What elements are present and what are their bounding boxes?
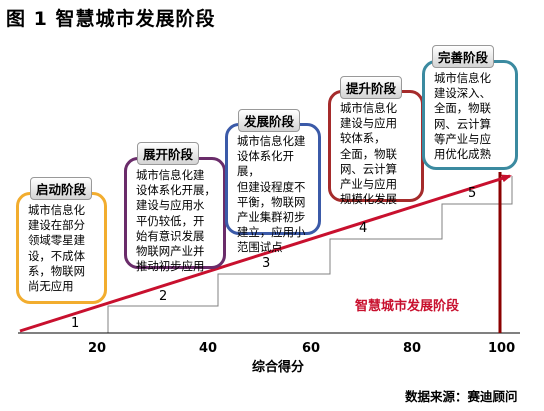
stage-1-line: 尚无应用 <box>28 279 74 294</box>
stage-4-line: 较体系， <box>340 131 386 146</box>
stage-1-line: 系，物联网 <box>28 263 85 278</box>
stage-1-line: 设，不成体 <box>28 248 85 263</box>
stage-2-line: 城市信息化建 <box>136 168 205 182</box>
stage-1-description: 城市信息化 建设在部分 领域零星建 设，不成体 系，物联网 尚无应用 <box>16 192 107 304</box>
trend-label: 智慧城市发展阶段 <box>355 299 460 314</box>
x-tick: 80 <box>403 341 422 356</box>
stage-5-line: 网、云计算 <box>434 116 491 131</box>
stage-3-line: 建立，应用小 <box>237 225 306 240</box>
stage-3-line: 产业集群初步 <box>237 210 306 225</box>
stage-5-line: 全面，物联 <box>434 101 491 116</box>
stage-3-line: 城市信息化建 <box>237 134 306 148</box>
stage-2-line: 物联网产业并 <box>136 244 205 259</box>
stage-1-label: 启动阶段 <box>30 177 93 200</box>
step-number-4: 4 <box>359 221 368 236</box>
stage-5-line: 城市信息化 <box>434 71 491 85</box>
stage-1-line: 城市信息化 <box>28 203 85 217</box>
x-tick: 40 <box>199 341 218 356</box>
x-tick: 60 <box>302 341 321 356</box>
stage-1-line: 领域零星建 <box>28 233 85 248</box>
stage-4-description: 城市信息化 建设与应用 较体系， 全面，物联 网、云计算 产业与应用 规模化发展 <box>328 90 424 206</box>
x-tick: 100 <box>488 341 516 356</box>
step-number-3: 3 <box>262 256 271 271</box>
stage-1-line: 建设在部分 <box>28 218 85 233</box>
stage-3-line: 但建设程度不 <box>237 179 306 194</box>
stage-2-line: 建设与应用水 <box>136 198 205 213</box>
stage-4-line: 建设与应用 <box>340 116 397 131</box>
stage-4-line: 全面，物联 <box>340 146 397 161</box>
step-number-2: 2 <box>159 289 168 304</box>
stage-3-line: 范围试点 <box>237 240 283 255</box>
stage-4-line: 网、云计算 <box>340 161 397 176</box>
stage-3-description: 城市信息化建 设体系化开展， 但建设程度不 平衡，物联网 产业集群初步 建立，应… <box>225 123 321 254</box>
stage-3-line: 平衡，物联网 <box>237 194 306 209</box>
data-source: 数据来源：赛迪顾问 <box>405 389 518 404</box>
step-number-1: 1 <box>71 316 80 331</box>
staircase <box>20 176 513 334</box>
stage-3-label: 发展阶段 <box>238 109 301 132</box>
stage-5-line: 建设深入、 <box>434 86 491 101</box>
stage-5-line: 等产业与应 <box>434 131 491 146</box>
stage-5-description: 城市信息化 建设深入、 全面，物联 网、云计算 等产业与应 用优化成熟 <box>422 60 518 170</box>
growth-arrow <box>19 174 512 333</box>
stage-3-line: 设体系化开展， <box>237 149 294 179</box>
stage-2-line: 设体系化开展， <box>136 183 216 198</box>
stage-2-description: 城市信息化建 设体系化开展， 建设与应用水 平仍较低，开 始有意识发展 物联网产… <box>124 157 226 273</box>
stage-4-line: 城市信息化 <box>340 101 397 115</box>
stage-4-label: 提升阶段 <box>340 76 403 99</box>
stage-4-line: 规模化发展 <box>340 192 397 207</box>
stage-2-line: 推动初步应用 <box>136 259 205 274</box>
stage-2-line: 始有意识发展 <box>136 228 205 243</box>
x-tick: 20 <box>88 341 107 356</box>
stage-5-line: 用优化成熟 <box>434 147 491 162</box>
stage-2-line: 平仍较低，开 <box>136 213 205 228</box>
stage-4-line: 产业与应用 <box>340 177 397 192</box>
stage-2-label: 展开阶段 <box>137 142 200 165</box>
x-axis-label: 综合得分 <box>252 360 305 375</box>
figure-title: 图 1 智慧城市发展阶段 <box>6 8 216 30</box>
stage-5-label: 完善阶段 <box>432 45 495 68</box>
step-number-5: 5 <box>468 186 477 201</box>
